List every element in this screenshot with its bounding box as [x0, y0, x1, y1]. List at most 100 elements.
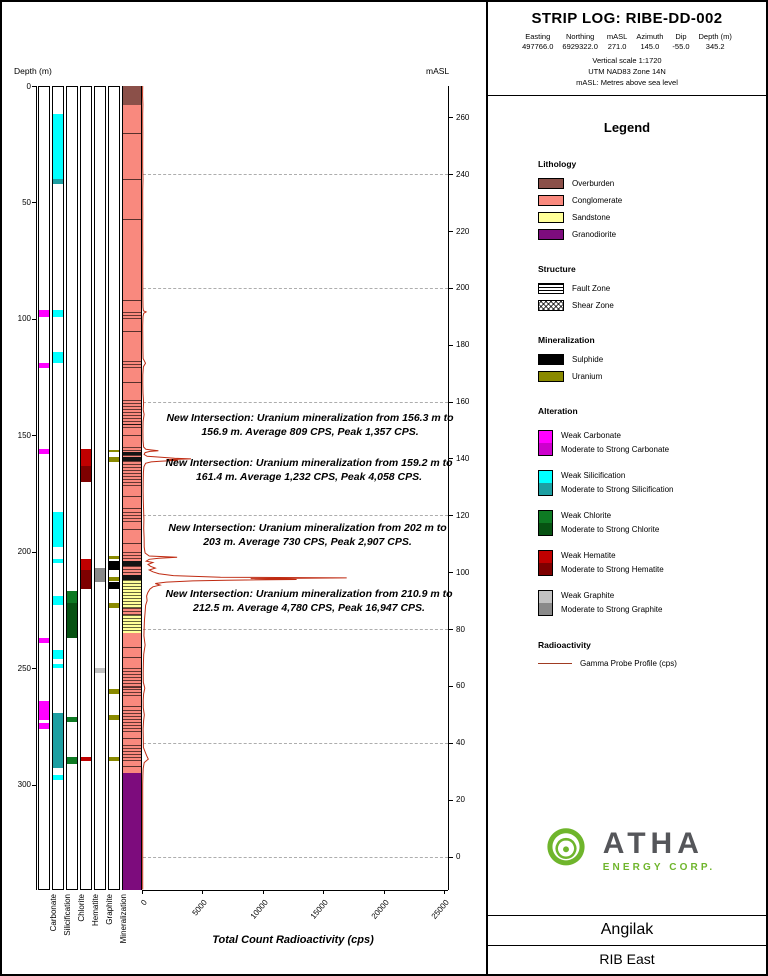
track-interval: [109, 561, 119, 571]
hole-info-label: Northing: [565, 32, 595, 41]
track-interval: [39, 363, 49, 368]
track-column: [108, 86, 120, 890]
track-interval: [109, 450, 119, 453]
track-column: [94, 86, 106, 890]
lithology-interval: [123, 104, 141, 312]
track-interval: [67, 591, 77, 604]
intersection-annotation: New Intersection: Uranium mineralization…: [165, 588, 453, 614]
legend-item-label: Moderate to Strong Carbonate: [561, 445, 670, 455]
bedding-mark: [123, 766, 141, 768]
report-footer: Angilak RIB East: [488, 915, 766, 974]
track-interval: [109, 756, 119, 762]
bedding-mark: [123, 705, 141, 707]
legend-section: Radioactivity Gamma Probe Profile (cps): [538, 640, 760, 668]
track-label: Silicification: [63, 894, 72, 936]
track-interval: [67, 603, 77, 638]
legend-swatch: [538, 282, 564, 294]
masl-tick-label: 260: [456, 112, 470, 122]
hole-info-value: 271.0: [607, 42, 627, 52]
legend-item-label: Moderate to Strong Chlorite: [561, 525, 660, 535]
legend-swatch-strong: [539, 482, 552, 495]
legend-dual-swatch: [538, 509, 553, 536]
legend-item-label: Fault Zone: [572, 283, 611, 293]
legend-swatch-strong: [539, 522, 552, 535]
lithology-interval: [123, 633, 141, 669]
track-interval: [53, 179, 63, 184]
track-interval: [53, 512, 63, 548]
legend-dual-labels: Weak Silicification Moderate to Strong Si…: [561, 470, 674, 496]
depth-tick-label: 300: [17, 780, 31, 790]
legend-section-heading: Alteration: [538, 405, 578, 416]
track-interval: [53, 775, 63, 781]
hole-info-value: 6929322.0: [562, 42, 598, 52]
cps-axis-title: Total Count Radioactivity (cps): [212, 934, 374, 946]
bedding-mark: [123, 330, 141, 332]
bedding-mark: [123, 686, 141, 688]
project-name: Angilak: [488, 916, 766, 946]
track-interval: [53, 309, 63, 317]
lithology-interval: [123, 607, 141, 615]
legend-item-label: Uranium: [572, 371, 603, 381]
lithology-interval: [123, 428, 141, 447]
legend-item: Fault Zone: [538, 282, 760, 294]
masl-tick-label: 200: [456, 283, 470, 293]
track-label: Chlorite: [77, 894, 86, 922]
lithology-interval: [123, 733, 141, 746]
masl-gridline: [143, 515, 448, 517]
track-interval: [53, 113, 63, 180]
track-interval: [81, 570, 91, 590]
legend-item-label: Moderate to Strong Graphite: [561, 605, 663, 615]
masl-tick: [448, 515, 453, 517]
legend-item: Gamma Probe Profile (cps): [538, 659, 760, 668]
masl-tick: [448, 231, 453, 232]
masl-tick: [448, 856, 453, 858]
depth-tick-label: 0: [26, 81, 31, 91]
legend-item-label: Shear Zone: [572, 300, 614, 310]
lithology-interval: [123, 512, 141, 522]
track-label: Carbonate: [49, 894, 58, 932]
lithology-interval: [123, 451, 141, 456]
track-interval: [67, 756, 77, 764]
track-interval: [109, 714, 119, 720]
track-label: Hematite: [91, 894, 100, 927]
masl-tick: [448, 458, 453, 460]
masl-gridline: [143, 856, 448, 858]
track-interval: [53, 596, 63, 606]
lithology-interval: [123, 86, 141, 105]
masl-gridline: [143, 174, 448, 176]
track-column: [38, 86, 50, 890]
legend-dual-swatch: [538, 589, 553, 616]
track-interval: [53, 712, 63, 769]
legend: Legend Lithology Overburden Conglomerate Sa…: [488, 120, 766, 668]
lithology-interval: [123, 551, 141, 562]
bedding-mark: [123, 423, 141, 425]
legend-item-label: Gamma Probe Profile (cps): [580, 658, 677, 668]
track-interval: [95, 668, 105, 673]
masl-tick-label: 20: [456, 795, 465, 805]
legend-item-label: Moderate to Strong Hematite: [561, 565, 664, 575]
bedding-mark: [123, 647, 141, 649]
lithology-interval: [123, 696, 141, 711]
legend-swatch-strong: [539, 442, 552, 455]
header-note: mASL: Metres above sea level: [576, 78, 678, 87]
lithology-interval: [123, 614, 141, 634]
track-column: [80, 86, 92, 890]
legend-swatch: [538, 299, 564, 311]
lithology-interval: [123, 460, 141, 487]
track-interval: [81, 465, 91, 482]
hole-info-cell: Depth (m) 345.2: [699, 32, 732, 52]
bedding-mark: [123, 218, 141, 220]
masl-tick: [448, 401, 453, 403]
hole-info-cell: Northing 6929322.0: [562, 32, 597, 52]
masl-tick: [448, 572, 453, 574]
track-interval: [67, 717, 77, 722]
legend-section: Alteration Weak Carbonate Moderate to Stro…: [538, 406, 760, 616]
gamma-line-sample: [538, 662, 572, 664]
lithology-interval: [123, 455, 141, 458]
cps-axis-line: [142, 890, 448, 891]
masl-tick: [448, 799, 453, 801]
lithology-interval: [123, 521, 141, 552]
hole-info-value: -55.0: [672, 42, 690, 52]
hole-info-label: Depth (m): [698, 32, 732, 41]
lithology-interval: [123, 311, 141, 319]
